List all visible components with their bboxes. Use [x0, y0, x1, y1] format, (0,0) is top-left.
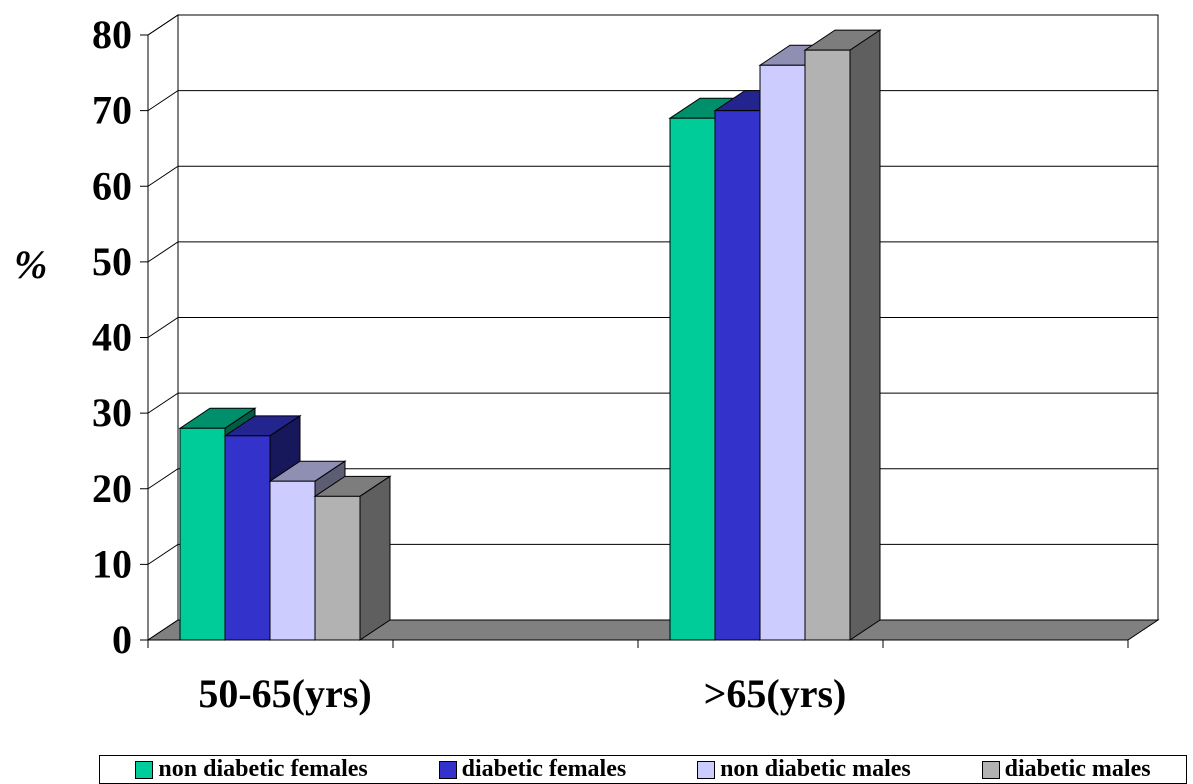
gridline: [147, 14, 1158, 36]
axis-labels: 0 10 20 30 40 50 60 70 80% 50-65(yrs) >65(yrs): [14, 12, 846, 716]
y-axis-label: %: [14, 242, 47, 287]
bar-front: [759, 64, 806, 641]
y-tick-label: 80: [92, 12, 132, 57]
x-category-label: >65(yrs): [704, 671, 847, 716]
legend: non diabetic females diabetic females non …: [99, 755, 1187, 784]
x-category-label: 50-65(yrs): [198, 671, 371, 716]
bar-chart: 0 10 20 30 40 50 60 70 80% 50-65(yrs) >65(yrs): [14, 12, 1160, 716]
y-tick-label: 20: [92, 466, 132, 511]
axes: [140, 34, 1129, 648]
legend-item: non diabetic males: [697, 756, 911, 783]
legend-label: non diabetic males: [720, 756, 911, 782]
bar-side: [359, 475, 391, 641]
bar: [803, 29, 882, 641]
y-tick-label: 10: [92, 541, 132, 586]
legend-item: non diabetic females: [135, 756, 368, 783]
bar-front: [224, 435, 271, 641]
legend-swatch: [697, 760, 716, 779]
bars: [178, 29, 882, 641]
bar-front: [669, 117, 716, 641]
bar-front: [179, 427, 226, 641]
legend-swatch: [135, 760, 154, 779]
legend-swatch: [438, 760, 457, 779]
legend-label: diabetic females: [461, 756, 627, 782]
bar-front: [269, 480, 316, 641]
y-tick-label: 30: [92, 390, 132, 435]
bar-front: [314, 495, 361, 641]
legend-item: diabetic males: [981, 756, 1151, 783]
y-tick-label: 60: [92, 163, 132, 208]
bar: [313, 475, 392, 641]
bar-side: [849, 29, 881, 641]
legend-label: diabetic males: [1004, 756, 1151, 782]
y-tick-label: 70: [92, 88, 132, 133]
y-tick-label: 40: [92, 315, 132, 360]
legend-swatch: [981, 760, 1000, 779]
bar-front: [714, 110, 761, 641]
bar-front: [804, 49, 851, 641]
legend-item: diabetic females: [438, 756, 627, 783]
legend-label: non diabetic females: [158, 756, 368, 782]
y-tick-label: 0: [112, 617, 132, 662]
y-tick-label: 50: [92, 239, 132, 284]
